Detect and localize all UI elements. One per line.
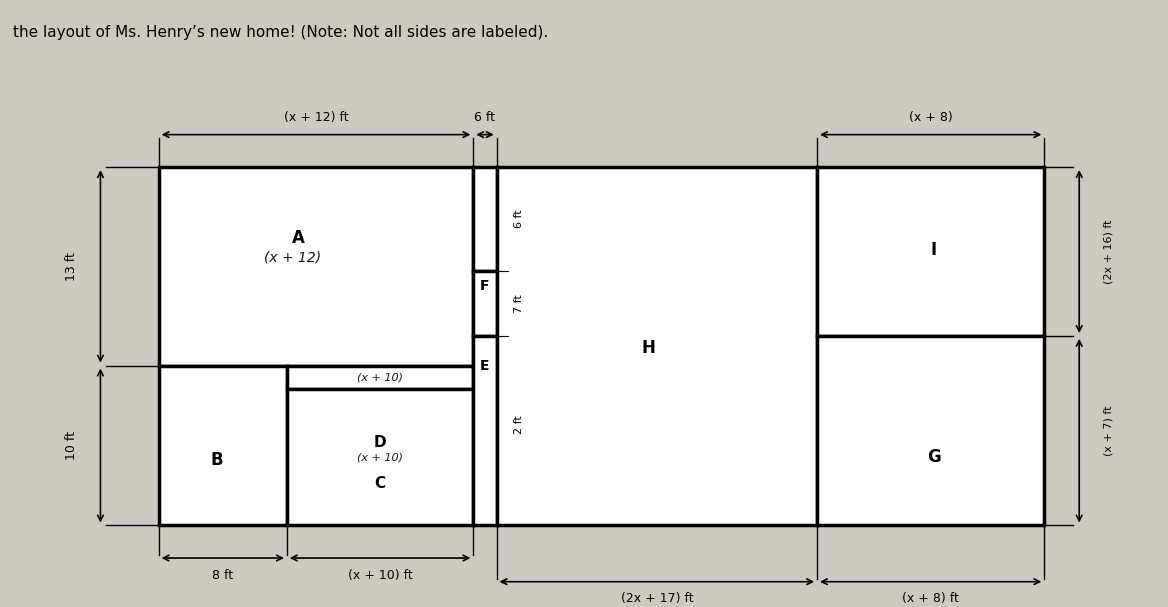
- Bar: [818, 336, 1044, 526]
- Text: E: E: [480, 359, 489, 373]
- Text: 6 ft: 6 ft: [514, 209, 524, 228]
- Text: 2 ft: 2 ft: [514, 415, 524, 434]
- Text: (x + 10): (x + 10): [357, 452, 403, 463]
- Bar: [496, 167, 818, 526]
- Bar: [818, 167, 1044, 336]
- Text: (x + 8) ft: (x + 8) ft: [902, 592, 959, 605]
- Text: I: I: [931, 241, 937, 259]
- Bar: [473, 167, 496, 271]
- Text: 6 ft: 6 ft: [474, 111, 495, 124]
- Bar: [159, 167, 473, 365]
- Text: the layout of Ms. Henry’s new home! (Note: Not all sides are labeled).: the layout of Ms. Henry’s new home! (Not…: [13, 25, 548, 40]
- Text: (2x + 17) ft: (2x + 17) ft: [620, 592, 693, 605]
- Text: 7 ft: 7 ft: [514, 294, 524, 313]
- Text: D: D: [374, 435, 387, 450]
- Text: 8 ft: 8 ft: [213, 569, 234, 582]
- Text: (x + 12) ft: (x + 12) ft: [284, 111, 348, 124]
- Text: (x + 10) ft: (x + 10) ft: [348, 569, 412, 582]
- Text: 13 ft: 13 ft: [64, 252, 78, 281]
- Text: (x + 10): (x + 10): [357, 373, 403, 382]
- Text: G: G: [926, 449, 940, 466]
- Text: H: H: [641, 339, 655, 357]
- Text: A: A: [292, 229, 305, 247]
- Bar: [287, 389, 473, 526]
- Text: 10 ft: 10 ft: [64, 431, 78, 460]
- Text: (x + 7) ft: (x + 7) ft: [1104, 405, 1113, 456]
- Text: B: B: [210, 452, 223, 469]
- Text: C: C: [375, 476, 385, 492]
- Text: (2x + 16) ft: (2x + 16) ft: [1104, 219, 1113, 284]
- Text: (x + 8): (x + 8): [909, 111, 953, 124]
- Bar: [473, 336, 496, 526]
- Text: (x + 12): (x + 12): [264, 251, 321, 265]
- Bar: [287, 365, 473, 389]
- Bar: [159, 365, 287, 526]
- Bar: [473, 271, 496, 336]
- Text: F: F: [480, 279, 489, 293]
